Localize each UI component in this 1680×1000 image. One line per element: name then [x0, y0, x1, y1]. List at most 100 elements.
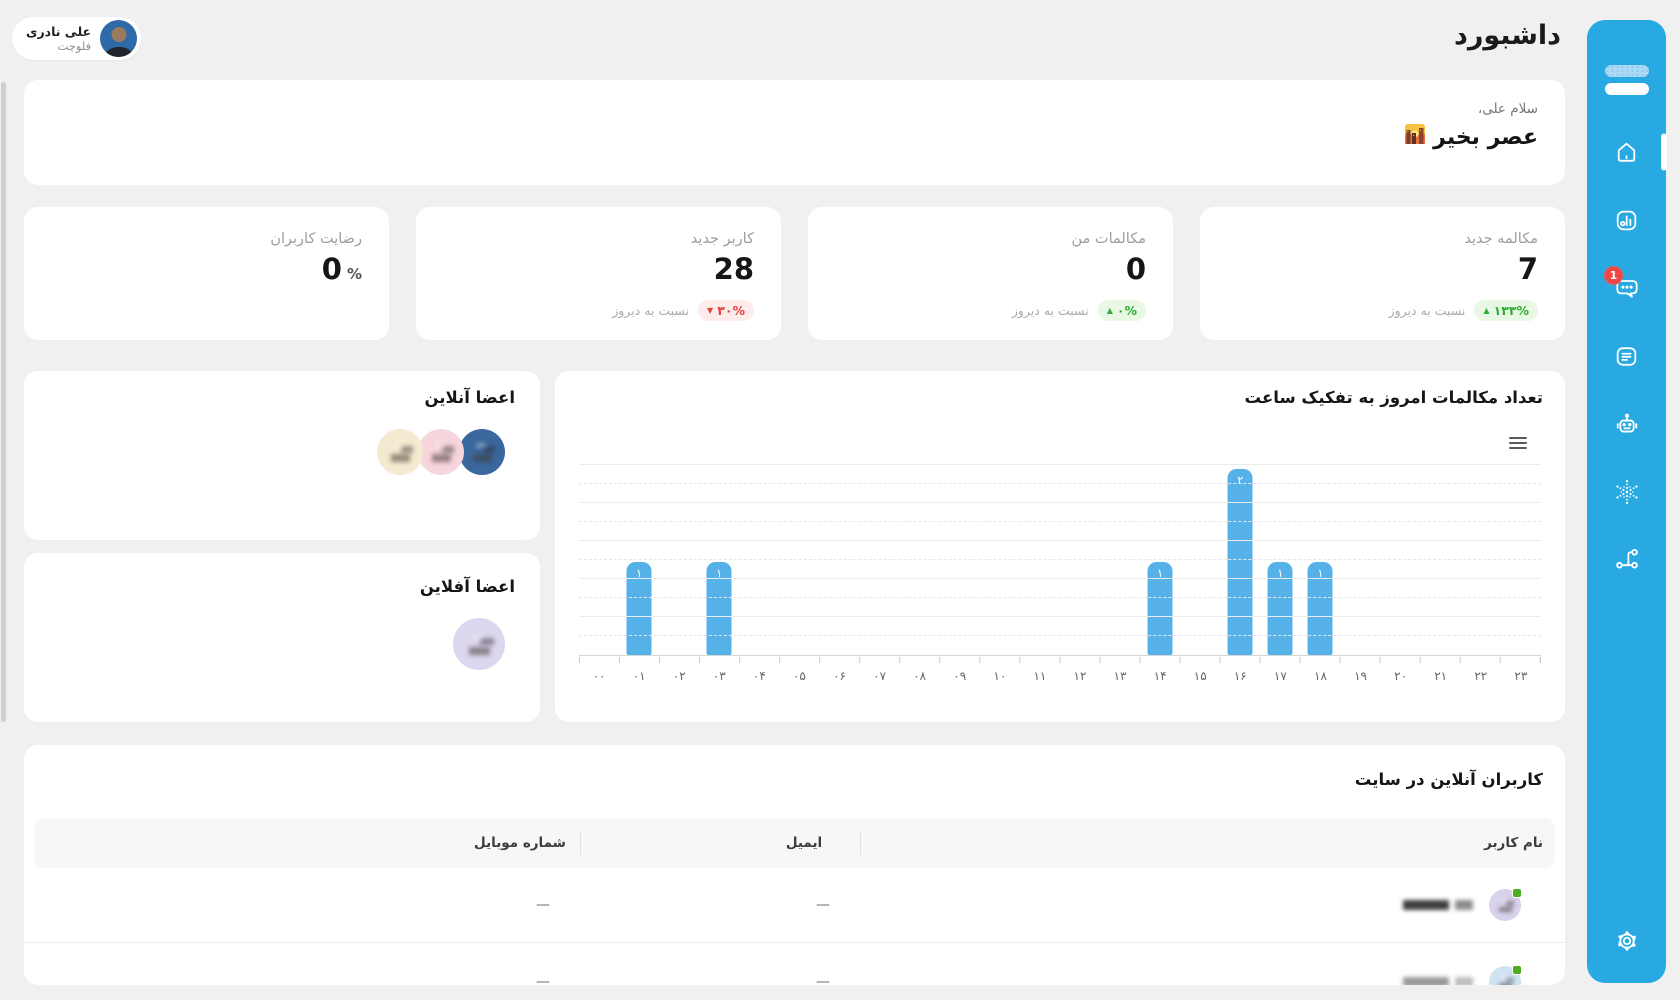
sidebar-item-settings[interactable]	[1587, 927, 1666, 959]
chart-column	[940, 466, 980, 655]
chart-column	[1501, 466, 1541, 655]
chart-plot-area: ۱ ۱ ۱ ۲ ۱ ۱	[579, 464, 1541, 656]
x-axis-label: ۱۷	[1273, 669, 1287, 683]
chart-column	[900, 466, 940, 655]
table-row[interactable]: — —	[24, 944, 1565, 985]
online-member-avatar	[377, 429, 423, 475]
x-axis-ticks	[579, 657, 1541, 663]
gridline	[579, 464, 1541, 465]
online-members-title: اعضا آنلاین	[424, 388, 515, 407]
gridline	[579, 559, 1541, 560]
chart-column: ۱	[1260, 466, 1300, 655]
robot-icon	[1613, 410, 1641, 438]
x-axis-label: ۱۲	[1073, 669, 1087, 683]
bar-hour-3[interactable]: ۱	[706, 562, 732, 655]
chart-column	[739, 466, 779, 655]
chart-column	[1180, 466, 1220, 655]
page-title: داشبورد	[1453, 20, 1561, 51]
logo-bar-top	[1604, 65, 1649, 77]
header: داشبورد علی نادری فلوچت	[12, 0, 1565, 78]
sidebar-item-analytics[interactable]	[1587, 186, 1666, 254]
bar-hour-18[interactable]: ۱	[1307, 562, 1333, 655]
x-axis-label: ۲۱	[1434, 669, 1448, 683]
city-sunset-emoji	[1405, 124, 1426, 150]
sidebar-item-home[interactable]	[1587, 118, 1667, 186]
greeting-salutation: سلام علی،	[1477, 101, 1538, 117]
online-members-card: اعضا آنلاین	[24, 371, 540, 540]
offline-member-avatar	[453, 618, 505, 670]
bar-hour-1[interactable]: ۱	[626, 562, 652, 655]
bar-hour-14[interactable]: ۱	[1147, 562, 1173, 655]
online-status-dot	[1512, 964, 1522, 975]
bar-value-label: ۱	[1317, 566, 1324, 580]
stat-label: مکالمه جدید	[1464, 231, 1538, 247]
gridline	[579, 483, 1541, 484]
sidebar-item-network[interactable]	[1587, 526, 1666, 594]
chart-column	[819, 466, 859, 655]
gridline	[579, 597, 1541, 598]
bar-value-label: ۱	[636, 566, 643, 580]
sidebar-item-forms[interactable]	[1587, 322, 1666, 390]
user-mobile-value: —	[536, 897, 550, 913]
stat-value: 7	[1517, 252, 1538, 286]
column-header-email: ایمیل	[785, 835, 823, 851]
chart-column	[659, 466, 699, 655]
x-axis-label: ۱۸	[1314, 669, 1327, 683]
chart-column: ۱	[1300, 466, 1340, 655]
gridline	[579, 578, 1541, 579]
x-axis-label: ۲۰	[1394, 669, 1408, 683]
online-status-dot	[1512, 888, 1522, 898]
chart-column	[1340, 466, 1380, 655]
offline-members-card: اعضا آفلاین	[24, 553, 540, 722]
header-divider	[860, 831, 861, 855]
home-icon	[1613, 139, 1640, 166]
stat-card-my-conversations: مکالمات من 0 ▲ ۰% نسبت به دیروز	[808, 207, 1173, 340]
x-axis-label: ۰۶	[833, 669, 846, 683]
column-header-mobile: شماره موبایل	[474, 835, 566, 851]
sidebar-item-ai-snowflake[interactable]	[1587, 458, 1666, 526]
column-header-username: نام کاربر	[1484, 835, 1543, 851]
chart-column: ۲	[1220, 466, 1260, 655]
x-axis-label: ۰۹	[953, 669, 967, 683]
chart-column	[1461, 466, 1501, 655]
chart-column	[1020, 466, 1060, 655]
user-avatar	[1489, 888, 1522, 921]
chart-context-menu-icon[interactable]	[1509, 437, 1527, 449]
chart-title: تعداد مکالمات امروز به تفکیک ساعت	[1244, 388, 1543, 407]
stat-value: 0%	[321, 252, 362, 286]
x-axis-label: ۰۳	[712, 669, 726, 683]
profile-name: علی نادری	[26, 23, 92, 39]
x-axis-label: ۱۱	[1033, 669, 1047, 683]
online-members-avatars	[49, 429, 515, 475]
x-axis-label: ۰۲	[672, 669, 686, 683]
bar-hour-16[interactable]: ۲	[1227, 469, 1253, 655]
page-scrollbar-thumb[interactable]	[1, 82, 6, 722]
sidebar-item-chats[interactable]: 1	[1587, 254, 1666, 322]
network-icon	[1613, 546, 1641, 574]
gridline	[579, 540, 1541, 541]
table-row[interactable]: — —	[24, 868, 1565, 943]
bar-value-label: ۲	[1237, 473, 1244, 487]
profile-chip[interactable]: علی نادری فلوچت	[12, 17, 142, 60]
profile-subtitle: فلوچت	[57, 39, 92, 54]
stat-label: کاربر جدید	[690, 231, 754, 247]
user-email-value: —	[816, 973, 830, 986]
x-axis-label: ۰۵	[792, 669, 806, 683]
stat-change-badge: ▲ ۱۳۳%	[1474, 300, 1538, 321]
sidebar-nav: 1	[1587, 118, 1667, 594]
stat-compare-label: نسبت به دیروز	[1011, 303, 1089, 318]
bar-value-label: ۱	[1157, 566, 1164, 580]
chat-notification-badge: 1	[1604, 266, 1623, 285]
sidebar-item-robot[interactable]	[1587, 390, 1666, 458]
offline-members-avatars	[49, 618, 515, 670]
stat-card-new-users: کاربر جدید 28 ▼ ۳۰% نسبت به دیروز	[416, 207, 781, 340]
chart-column	[779, 466, 819, 655]
header-divider	[580, 831, 581, 855]
online-member-avatar	[418, 429, 464, 475]
x-axis-label: ۱۵	[1193, 669, 1207, 683]
app-logo[interactable]	[1604, 65, 1649, 95]
bar-hour-17[interactable]: ۱	[1267, 562, 1293, 655]
x-axis-label: ۱۴	[1153, 669, 1167, 683]
stat-label: رضایت کاربران	[270, 231, 362, 247]
greeting-message: عصر بخیر	[51, 124, 1538, 150]
